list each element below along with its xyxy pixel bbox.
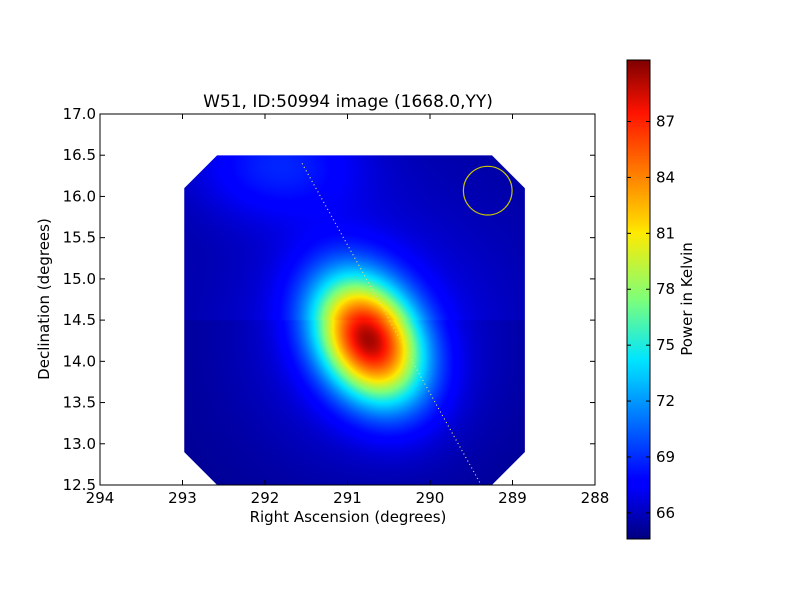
x-axis-label: Right Ascension (degrees) <box>250 508 447 526</box>
colorbar-tick-label: 78 <box>656 280 675 298</box>
x-tick-label: 294 <box>86 489 115 507</box>
x-tick-label: 289 <box>498 489 527 507</box>
x-tick-label: 293 <box>168 489 197 507</box>
y-tick-label: 16.5 <box>63 146 96 164</box>
y-tick-label: 14.0 <box>63 352 96 370</box>
colorbar-label: Power in Kelvin <box>678 242 696 356</box>
colorbar-tick-label: 84 <box>656 168 675 186</box>
colorbar-tick-label: 75 <box>656 336 675 354</box>
y-tick-label: 16.0 <box>63 187 96 205</box>
y-tick-label: 13.0 <box>63 435 96 453</box>
y-tick-label: 15.0 <box>63 270 96 288</box>
y-tick-label: 12.5 <box>63 476 96 494</box>
galactic-plane-line <box>301 163 482 485</box>
x-tick-label: 291 <box>333 489 362 507</box>
colorbar-tick-label: 81 <box>656 224 675 242</box>
colorbar-tick-label: 87 <box>656 113 675 131</box>
heatmap-image <box>184 155 525 485</box>
y-tick-label: 13.5 <box>63 394 96 412</box>
x-tick-label: 288 <box>581 489 610 507</box>
colorbar-tick-label: 69 <box>656 448 675 466</box>
colorbar <box>626 59 651 540</box>
x-tick-label: 292 <box>251 489 280 507</box>
y-axis: 12.5 13.0 13.5 14.0 14.5 15.0 15.5 16.0 16.5 17.0 <box>63 105 595 494</box>
y-tick-label: 17.0 <box>63 105 96 123</box>
y-tick-label: 14.5 <box>63 311 96 329</box>
x-axis: 294 293 292 291 290 289 288 <box>86 114 610 507</box>
chart-title: W51, ID:50994 image (1668.0,YY) <box>203 92 493 112</box>
y-tick-label: 15.5 <box>63 229 96 247</box>
beam-circle <box>462 165 513 216</box>
x-tick-label: 290 <box>416 489 445 507</box>
y-axis-label: Declination (degrees) <box>35 218 53 380</box>
colorbar-tick-label: 72 <box>656 392 675 410</box>
colorbar-ticks: 66 69 72 75 78 81 84 87 <box>627 113 675 522</box>
colorbar-tick-label: 66 <box>656 504 675 522</box>
